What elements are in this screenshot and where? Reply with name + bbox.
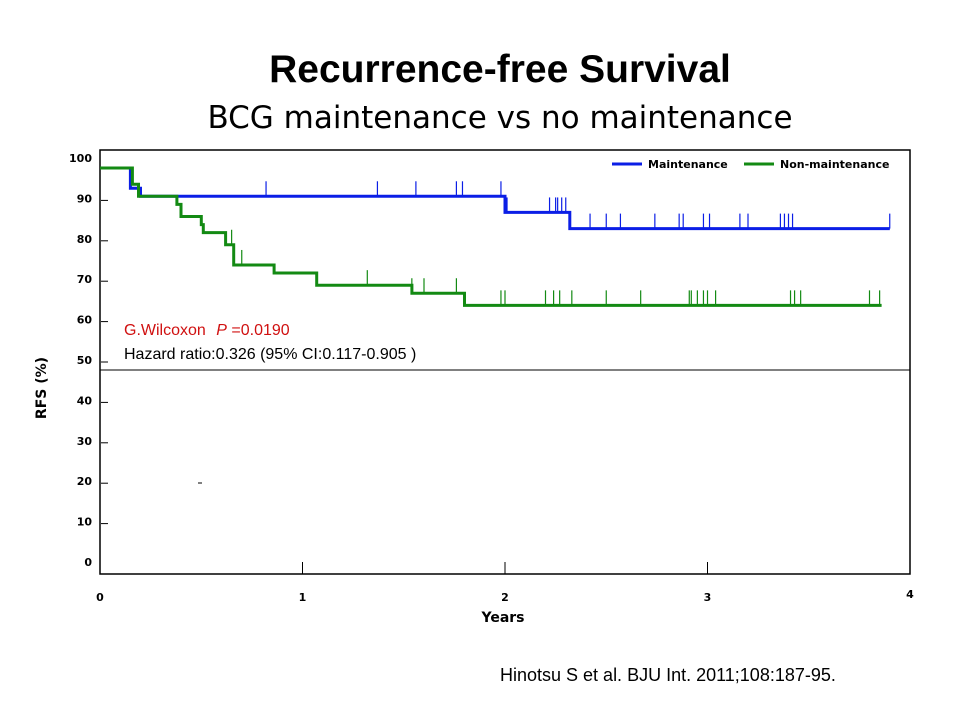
- wilcoxon-test-label: G.Wilcoxon: [124, 322, 206, 339]
- slide-title: Recurrence-free Survival: [269, 48, 731, 91]
- p-label: P: [216, 322, 227, 339]
- y-axis: 0 10 20 30 40 50 60 70 80 90 100: [69, 152, 108, 569]
- x-tick-label: 0: [96, 591, 104, 604]
- y-tick-label: 50: [77, 354, 93, 367]
- y-tick-label: 100: [69, 152, 92, 165]
- hazard-annotation: Hazard ratio:0.326 (95% CI:0.117-0.905 ): [124, 346, 416, 363]
- y-axis-title: RFS (%): [34, 357, 50, 419]
- legend-label-non-maintenance: Non-maintenance: [780, 158, 889, 171]
- x-axis-title: Years: [480, 610, 524, 626]
- hazard-ratio-text: Hazard ratio:0.326 (95% CI:0.117-0.905: [124, 346, 407, 363]
- y-tick-label: 90: [77, 192, 93, 205]
- y-tick-label: 40: [77, 394, 93, 407]
- legend-label-maintenance: Maintenance: [648, 158, 728, 171]
- x-tick-label: 4: [906, 588, 914, 601]
- p-value: =0.0190: [231, 322, 289, 339]
- plot-frame: [99, 149, 911, 575]
- y-tick-label: 20: [77, 475, 93, 488]
- y-tick-label: 80: [77, 233, 93, 246]
- y-tick-label: 70: [77, 273, 93, 286]
- y-tick-label: 60: [77, 314, 93, 327]
- series-line-non-maintenance: [100, 166, 882, 307]
- x-tick-label: 3: [704, 591, 712, 604]
- hazard-ratio-close: ): [411, 346, 416, 363]
- x-tick-label: 1: [299, 591, 307, 604]
- y-tick-label: 30: [77, 435, 93, 448]
- y-tick-label: 10: [77, 516, 93, 529]
- citation: Hinotsu S et al. BJU Int. 2011;108:187-9…: [500, 665, 836, 685]
- y-tick-label: 0: [84, 556, 92, 569]
- x-axis: 0 1 2 3 4: [96, 562, 914, 604]
- series-layer: [100, 166, 891, 307]
- wilcoxon-annotation: G.Wilcoxon P =0.0190: [124, 322, 290, 339]
- legend: Maintenance Non-maintenance: [612, 158, 889, 171]
- x-tick-label: 2: [501, 591, 509, 604]
- slide-subtitle: BCG maintenance vs no maintenance: [207, 100, 793, 136]
